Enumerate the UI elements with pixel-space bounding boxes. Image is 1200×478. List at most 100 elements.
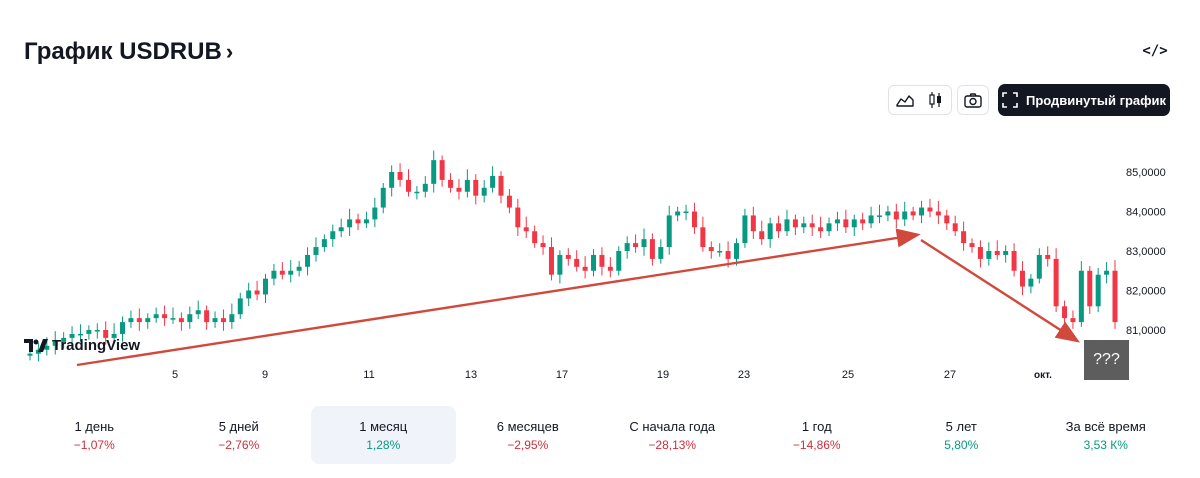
candle: [893, 211, 899, 220]
chart-style-toggle: [888, 85, 952, 115]
candle: [540, 243, 546, 248]
candle: [607, 266, 613, 271]
candle: [851, 219, 857, 228]
advanced-chart-button[interactable]: Продвинутый график: [998, 84, 1170, 116]
candle: [1019, 270, 1025, 287]
candle: [515, 207, 521, 228]
x-tick-label: 27: [944, 369, 956, 381]
fullscreen-icon: [1002, 92, 1018, 108]
annotation-arrows: [76, 228, 1081, 367]
candle: [1104, 270, 1110, 275]
candle: [456, 187, 462, 192]
period-tab[interactable]: За всё время 3,53 К%: [1034, 406, 1179, 464]
candle: [750, 215, 756, 232]
period-tab[interactable]: 1 день −1,07%: [22, 406, 167, 464]
candle: [910, 211, 916, 216]
page-title[interactable]: График USDRUB ›: [24, 38, 233, 66]
candle: [557, 254, 563, 275]
candle: [170, 318, 176, 320]
period-tab[interactable]: 5 лет 5,80%: [889, 406, 1034, 464]
arrow-down: [920, 238, 1081, 343]
candle: [717, 251, 723, 253]
candle: [523, 227, 529, 232]
x-tick-label: 9: [262, 369, 268, 381]
candle: [633, 243, 639, 248]
period-tab[interactable]: 1 месяц 1,28%: [311, 406, 456, 464]
candle: [809, 223, 815, 228]
tradingview-logo[interactable]: TradingView: [24, 337, 140, 354]
candle: [952, 223, 958, 232]
candle: [103, 330, 109, 338]
candle: [986, 251, 992, 259]
period-label: 1 месяц: [359, 418, 408, 434]
candle: [868, 215, 874, 224]
candle: [187, 314, 193, 323]
candle: [220, 318, 226, 323]
period-change: 3,53 К%: [1083, 437, 1128, 452]
candle: [69, 333, 75, 338]
period-tab[interactable]: С начала года −28,13%: [600, 406, 745, 464]
period-label: 6 месяцев: [496, 418, 559, 434]
x-tick-label: 5: [172, 369, 178, 381]
tradingview-text: TradingView: [52, 337, 141, 354]
price-chart[interactable]: 5 9 11 13 17 19 23 25 27 окт. 85,0000 84,0000 83,00…: [0, 0, 1200, 400]
period-label: 5 лет: [945, 418, 977, 434]
candle: [204, 310, 210, 323]
candle: [237, 298, 243, 315]
candle: [725, 251, 731, 259]
y-tick-label: 83,0000: [1126, 246, 1166, 258]
candle: [389, 172, 395, 188]
candle: [574, 258, 580, 267]
candle: [1028, 278, 1034, 287]
candles-button[interactable]: [920, 86, 951, 114]
candle: [120, 322, 126, 334]
candle: [1112, 270, 1118, 323]
period-label: 1 день: [74, 418, 115, 434]
candle: [27, 353, 33, 356]
candle: [624, 243, 630, 251]
candle: [885, 211, 891, 216]
period-change: 1,28%: [366, 437, 401, 452]
candle: [666, 215, 672, 248]
candle: [86, 330, 92, 334]
area-chart-button[interactable]: [889, 86, 920, 114]
candle: [1095, 274, 1101, 307]
advanced-chart-label: Продвинутый график: [1025, 92, 1167, 108]
embed-code-button[interactable]: </>: [1142, 43, 1168, 59]
candle: [263, 278, 269, 295]
candle: [481, 187, 487, 196]
candle: [431, 160, 437, 184]
candle: [818, 227, 824, 232]
candle: [927, 207, 933, 212]
candle: [464, 179, 470, 192]
period-selector: 1 день −1,07% 5 дней −2,76% 1 месяц 1,28% 6 ме…: [22, 406, 1178, 464]
period-tab[interactable]: 5 дней −2,76%: [167, 406, 312, 464]
candle: [1070, 318, 1076, 323]
candle: [405, 179, 411, 192]
candle: [826, 223, 832, 232]
candle: [599, 254, 605, 267]
candle: [279, 270, 285, 275]
screenshot-button[interactable]: [957, 85, 989, 115]
candle: [153, 314, 159, 319]
candle: [178, 318, 184, 323]
camera-icon: [964, 92, 982, 108]
candle: [212, 318, 218, 323]
candle: [372, 207, 378, 220]
candle: [229, 314, 235, 323]
candle: [145, 318, 151, 323]
candle: [700, 227, 706, 248]
period-change: −2,95%: [507, 437, 549, 452]
question-overlay: ???: [1084, 340, 1129, 380]
tradingview-icon: [24, 338, 48, 352]
period-tab[interactable]: 6 месяцев −2,95%: [456, 406, 601, 464]
candle: [246, 290, 252, 299]
candle: [94, 330, 100, 332]
candle: [565, 254, 571, 259]
period-tab[interactable]: 1 год −14,86%: [745, 406, 890, 464]
period-label: 1 год: [801, 418, 832, 434]
candle: [935, 211, 941, 216]
candle: [675, 211, 681, 216]
x-tick-label: 11: [363, 369, 374, 381]
x-tick-label: 19: [657, 369, 669, 381]
